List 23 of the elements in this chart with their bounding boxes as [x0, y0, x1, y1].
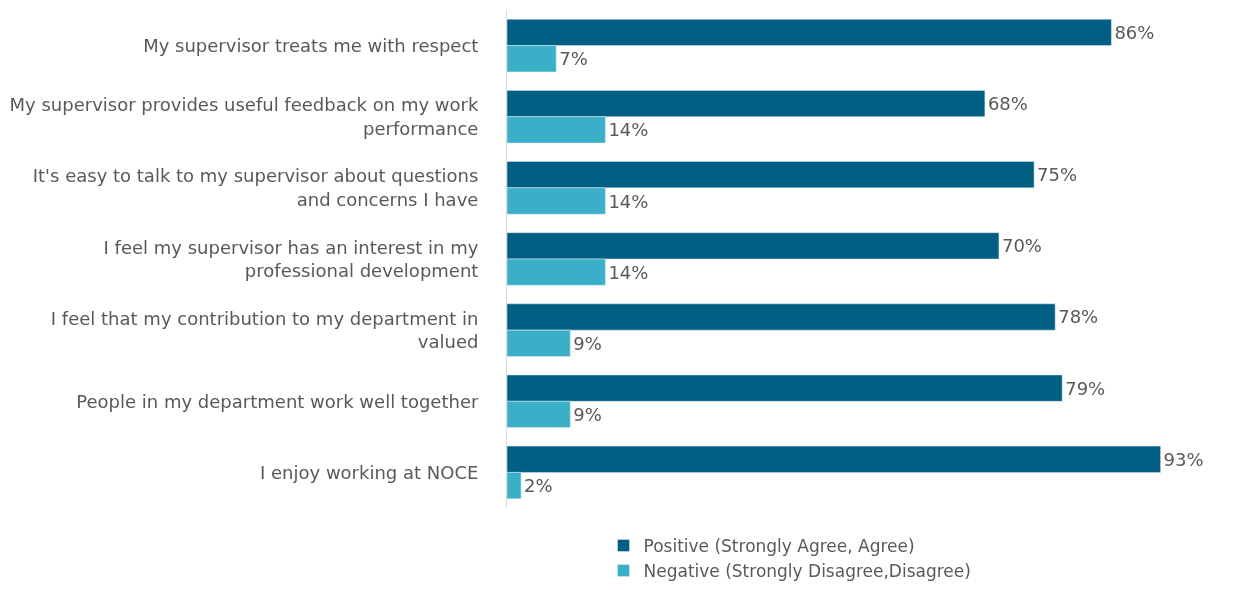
data-label: 68%	[987, 93, 1028, 115]
data-label: 7%	[559, 48, 588, 70]
y-tick-label: My supervisor treats me with respect	[143, 34, 479, 56]
y-tick-label: People in my department work well together	[76, 390, 479, 412]
legend-label: Negative (Strongly Disagree,Disagree)	[643, 561, 971, 582]
y-tick-label: I enjoy working at NOCE	[259, 461, 479, 483]
data-label: 14%	[608, 261, 649, 283]
y-tick-label: It's easy to talk to my supervisor about questions and concerns I have	[32, 165, 479, 210]
y-tick-label: My supervisor provides useful feedback on my work performance	[9, 94, 479, 139]
data-label: 9%	[573, 403, 602, 425]
data-label: 14%	[608, 190, 649, 212]
data-label: 86%	[1114, 21, 1155, 43]
legend-label: Positive (Strongly Agree, Agree)	[643, 536, 915, 557]
data-label: 9%	[573, 332, 602, 354]
data-label: 93%	[1163, 448, 1204, 470]
y-tick-label: I feel that my contribution to my department in valued	[50, 307, 479, 353]
data-label: 2%	[524, 475, 553, 497]
data-label: 70%	[1001, 235, 1042, 257]
data-label: 79%	[1065, 377, 1106, 399]
data-label: 14%	[608, 119, 649, 141]
data-label: 75%	[1037, 164, 1078, 186]
y-tick-label: I feel my supervisor has an interest in my professional development	[103, 236, 479, 281]
data-label: 78%	[1058, 306, 1099, 328]
